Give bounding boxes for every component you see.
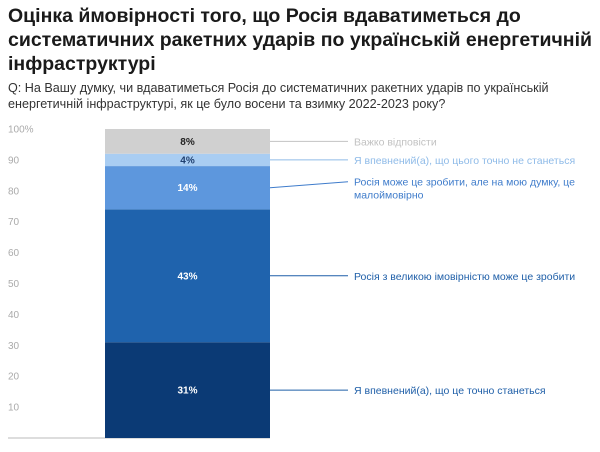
legend-label: Росія може це зробити, але на мою думку,… <box>354 177 575 202</box>
y-tick-label: 30 <box>8 341 20 352</box>
segment-value-label: 8% <box>180 137 195 148</box>
segment-value-label: 31% <box>177 386 197 397</box>
segment-value-label: 14% <box>177 183 197 194</box>
bar-segment <box>105 166 270 210</box>
legend-label: Я впевнений(а), що цього точно не станет… <box>354 155 575 167</box>
bar-segment <box>105 153 270 167</box>
y-tick-label: 70 <box>8 217 20 228</box>
legend-leader-line <box>269 181 349 189</box>
legend-label: Важко відповісти <box>354 136 437 148</box>
y-tick-label: 40 <box>8 310 20 321</box>
y-tick-label: 20 <box>8 372 20 383</box>
segment-value-label: 43% <box>177 271 197 282</box>
legend-label: Я впевнений(а), що це точно станеться <box>354 385 546 397</box>
legend-label: Росія з великою імовірністю може це зроб… <box>354 271 575 283</box>
chart-title: Оцінка ймовірності того, що Росія вдават… <box>8 5 592 75</box>
bar-segment <box>105 129 270 154</box>
segment-value-label: 4% <box>180 155 195 166</box>
y-tick-label: 80 <box>8 186 20 197</box>
survey-question: Q: На Вашу думку, чи вдаватиметься Росія… <box>8 81 549 111</box>
bar-segment <box>105 209 270 343</box>
y-tick-label: 100% <box>8 125 34 136</box>
y-tick-label: 10 <box>8 403 20 414</box>
y-tick-label: 90 <box>8 155 20 166</box>
bar-segment <box>105 342 270 438</box>
y-tick-label: 60 <box>8 248 20 259</box>
y-tick-label: 50 <box>8 279 20 290</box>
